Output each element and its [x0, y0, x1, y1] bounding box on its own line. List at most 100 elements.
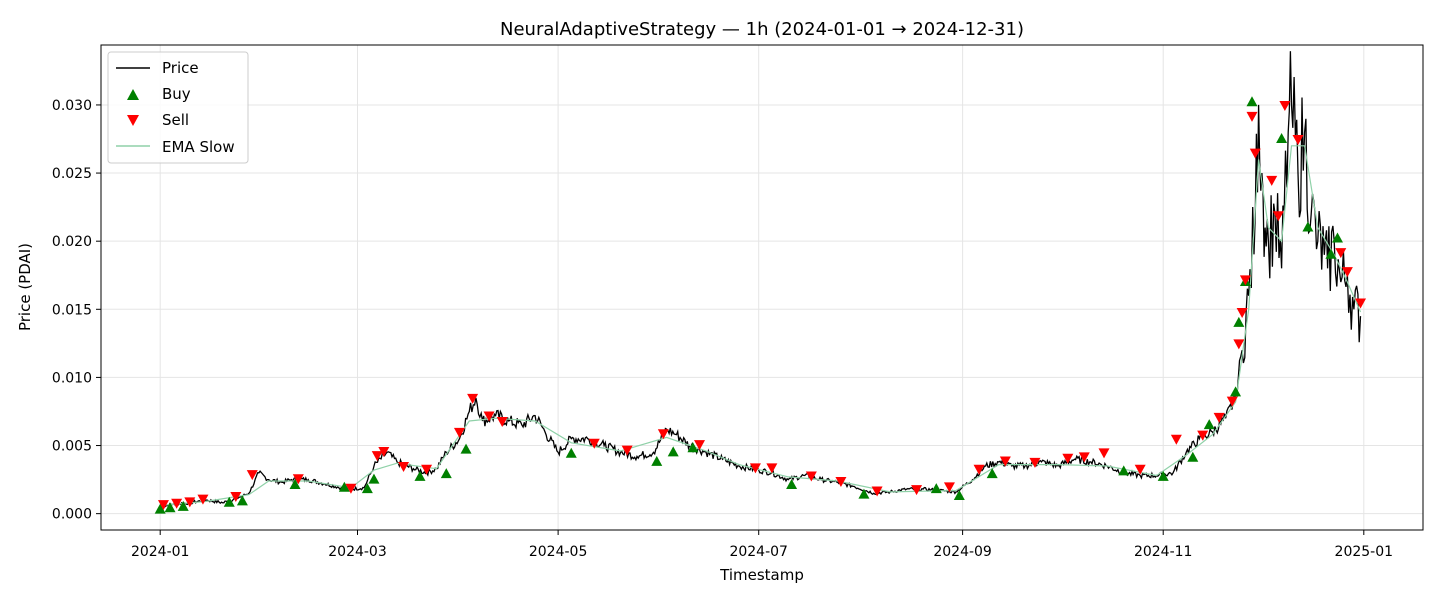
sell-marker [1292, 135, 1304, 146]
sell-marker [1249, 148, 1261, 159]
sell-marker [453, 427, 465, 438]
y-tick-label: 0.005 [52, 439, 92, 455]
buy-marker [651, 455, 663, 466]
buy-marker [289, 479, 301, 490]
buy-marker [1157, 470, 1169, 481]
sell-marker [943, 482, 955, 493]
buy-marker [460, 443, 472, 454]
buy-marker [223, 496, 235, 507]
y-tick-label: 0.010 [52, 370, 92, 386]
buy-marker [1118, 465, 1130, 476]
sell-marker [1355, 298, 1367, 309]
buy-marker [986, 468, 998, 479]
sell-marker [911, 485, 923, 496]
x-tick-label: 2024-11 [1134, 544, 1193, 560]
sell-marker [197, 494, 209, 505]
sell-marker [371, 451, 383, 462]
sell-marker [230, 491, 242, 502]
sell-marker [1341, 267, 1353, 278]
sell-marker [1236, 308, 1248, 319]
buy-marker [1302, 221, 1314, 232]
sell-marker [1266, 175, 1278, 186]
sell-marker [1233, 339, 1245, 350]
legend-sell-label: Sell [162, 111, 189, 129]
sell-marker [1197, 430, 1209, 441]
sell-marker [345, 483, 357, 494]
legend-price-label: Price [162, 59, 199, 77]
sell-marker [657, 429, 669, 440]
sell-markers [157, 100, 1367, 511]
buy-marker [953, 489, 965, 500]
sell-marker [1134, 464, 1146, 475]
buy-marker [440, 468, 452, 479]
sell-marker [1272, 211, 1284, 222]
legend: Price Buy Sell EMA Slow [107, 51, 249, 164]
y-axis: 0.000 0.005 0.010 0.015 0.020 0.025 0.030 [52, 98, 101, 523]
sell-marker [766, 463, 778, 474]
y-tick-label: 0.000 [52, 507, 92, 523]
buy-marker [858, 488, 870, 499]
y-tick-label: 0.015 [52, 302, 92, 318]
buy-marker [154, 503, 166, 514]
sell-marker [157, 500, 169, 511]
x-tick-label: 2024-01 [131, 544, 190, 560]
x-tick-label: 2024-03 [328, 544, 387, 560]
buy-marker [1230, 386, 1242, 397]
sell-marker [871, 486, 883, 497]
y-axis-title: Price (PDAI) [16, 243, 34, 331]
plot-frame [100, 44, 1424, 531]
buy-marker [1325, 248, 1337, 259]
sell-marker [1239, 275, 1251, 286]
legend-box [107, 51, 249, 164]
sell-marker [483, 411, 495, 422]
sell-marker [1062, 453, 1074, 464]
buy-marker [164, 502, 176, 513]
grid [101, 45, 1423, 530]
legend-sell-swatch [127, 115, 139, 126]
y-tick-label: 0.030 [52, 98, 92, 114]
chart-title: NeuralAdaptiveStrategy — 1h (2024-01-01 … [500, 19, 1024, 40]
sell-marker [171, 498, 183, 509]
buy-marker [667, 446, 679, 457]
sell-marker [999, 456, 1011, 467]
legend-buy-swatch [127, 89, 139, 100]
x-tick-label: 2024-09 [933, 544, 992, 560]
sell-marker [621, 445, 633, 456]
sell-marker [588, 438, 600, 449]
sell-marker [1029, 457, 1041, 468]
sell-marker [246, 470, 258, 481]
sell-marker [184, 497, 196, 508]
ema-slow-line [160, 145, 1362, 507]
sell-marker [1170, 434, 1182, 445]
buy-marker [1187, 451, 1199, 462]
legend-ema-label: EMA Slow [162, 138, 235, 156]
buy-marker [361, 483, 373, 494]
buy-marker [177, 500, 189, 511]
x-axis: 2024-01 2024-03 2024-05 2024-07 2024-09 2024-… [131, 530, 1393, 560]
buy-marker [368, 473, 380, 484]
buy-marker [930, 483, 942, 494]
x-tick-label: 2024-07 [729, 544, 788, 560]
sell-marker [292, 474, 304, 485]
x-axis-title: Timestamp [719, 566, 804, 584]
buy-marker [1233, 316, 1245, 327]
sell-marker [467, 393, 479, 404]
buy-marker [1331, 232, 1343, 243]
sell-marker [805, 471, 817, 482]
sell-marker [378, 446, 390, 457]
sell-marker [1078, 452, 1090, 463]
buy-marker [236, 495, 248, 506]
sell-marker [973, 464, 985, 475]
x-tick-label: 2024-05 [529, 544, 588, 560]
buy-marker [786, 479, 798, 490]
sell-marker [1213, 412, 1225, 423]
price-line [160, 51, 1362, 509]
y-tick-label: 0.025 [52, 166, 92, 182]
buy-marker [687, 442, 699, 453]
buy-marker [414, 470, 426, 481]
plot-area [154, 51, 1367, 514]
y-tick-label: 0.020 [52, 234, 92, 250]
sell-marker [1246, 111, 1258, 122]
sell-marker [1279, 100, 1291, 111]
